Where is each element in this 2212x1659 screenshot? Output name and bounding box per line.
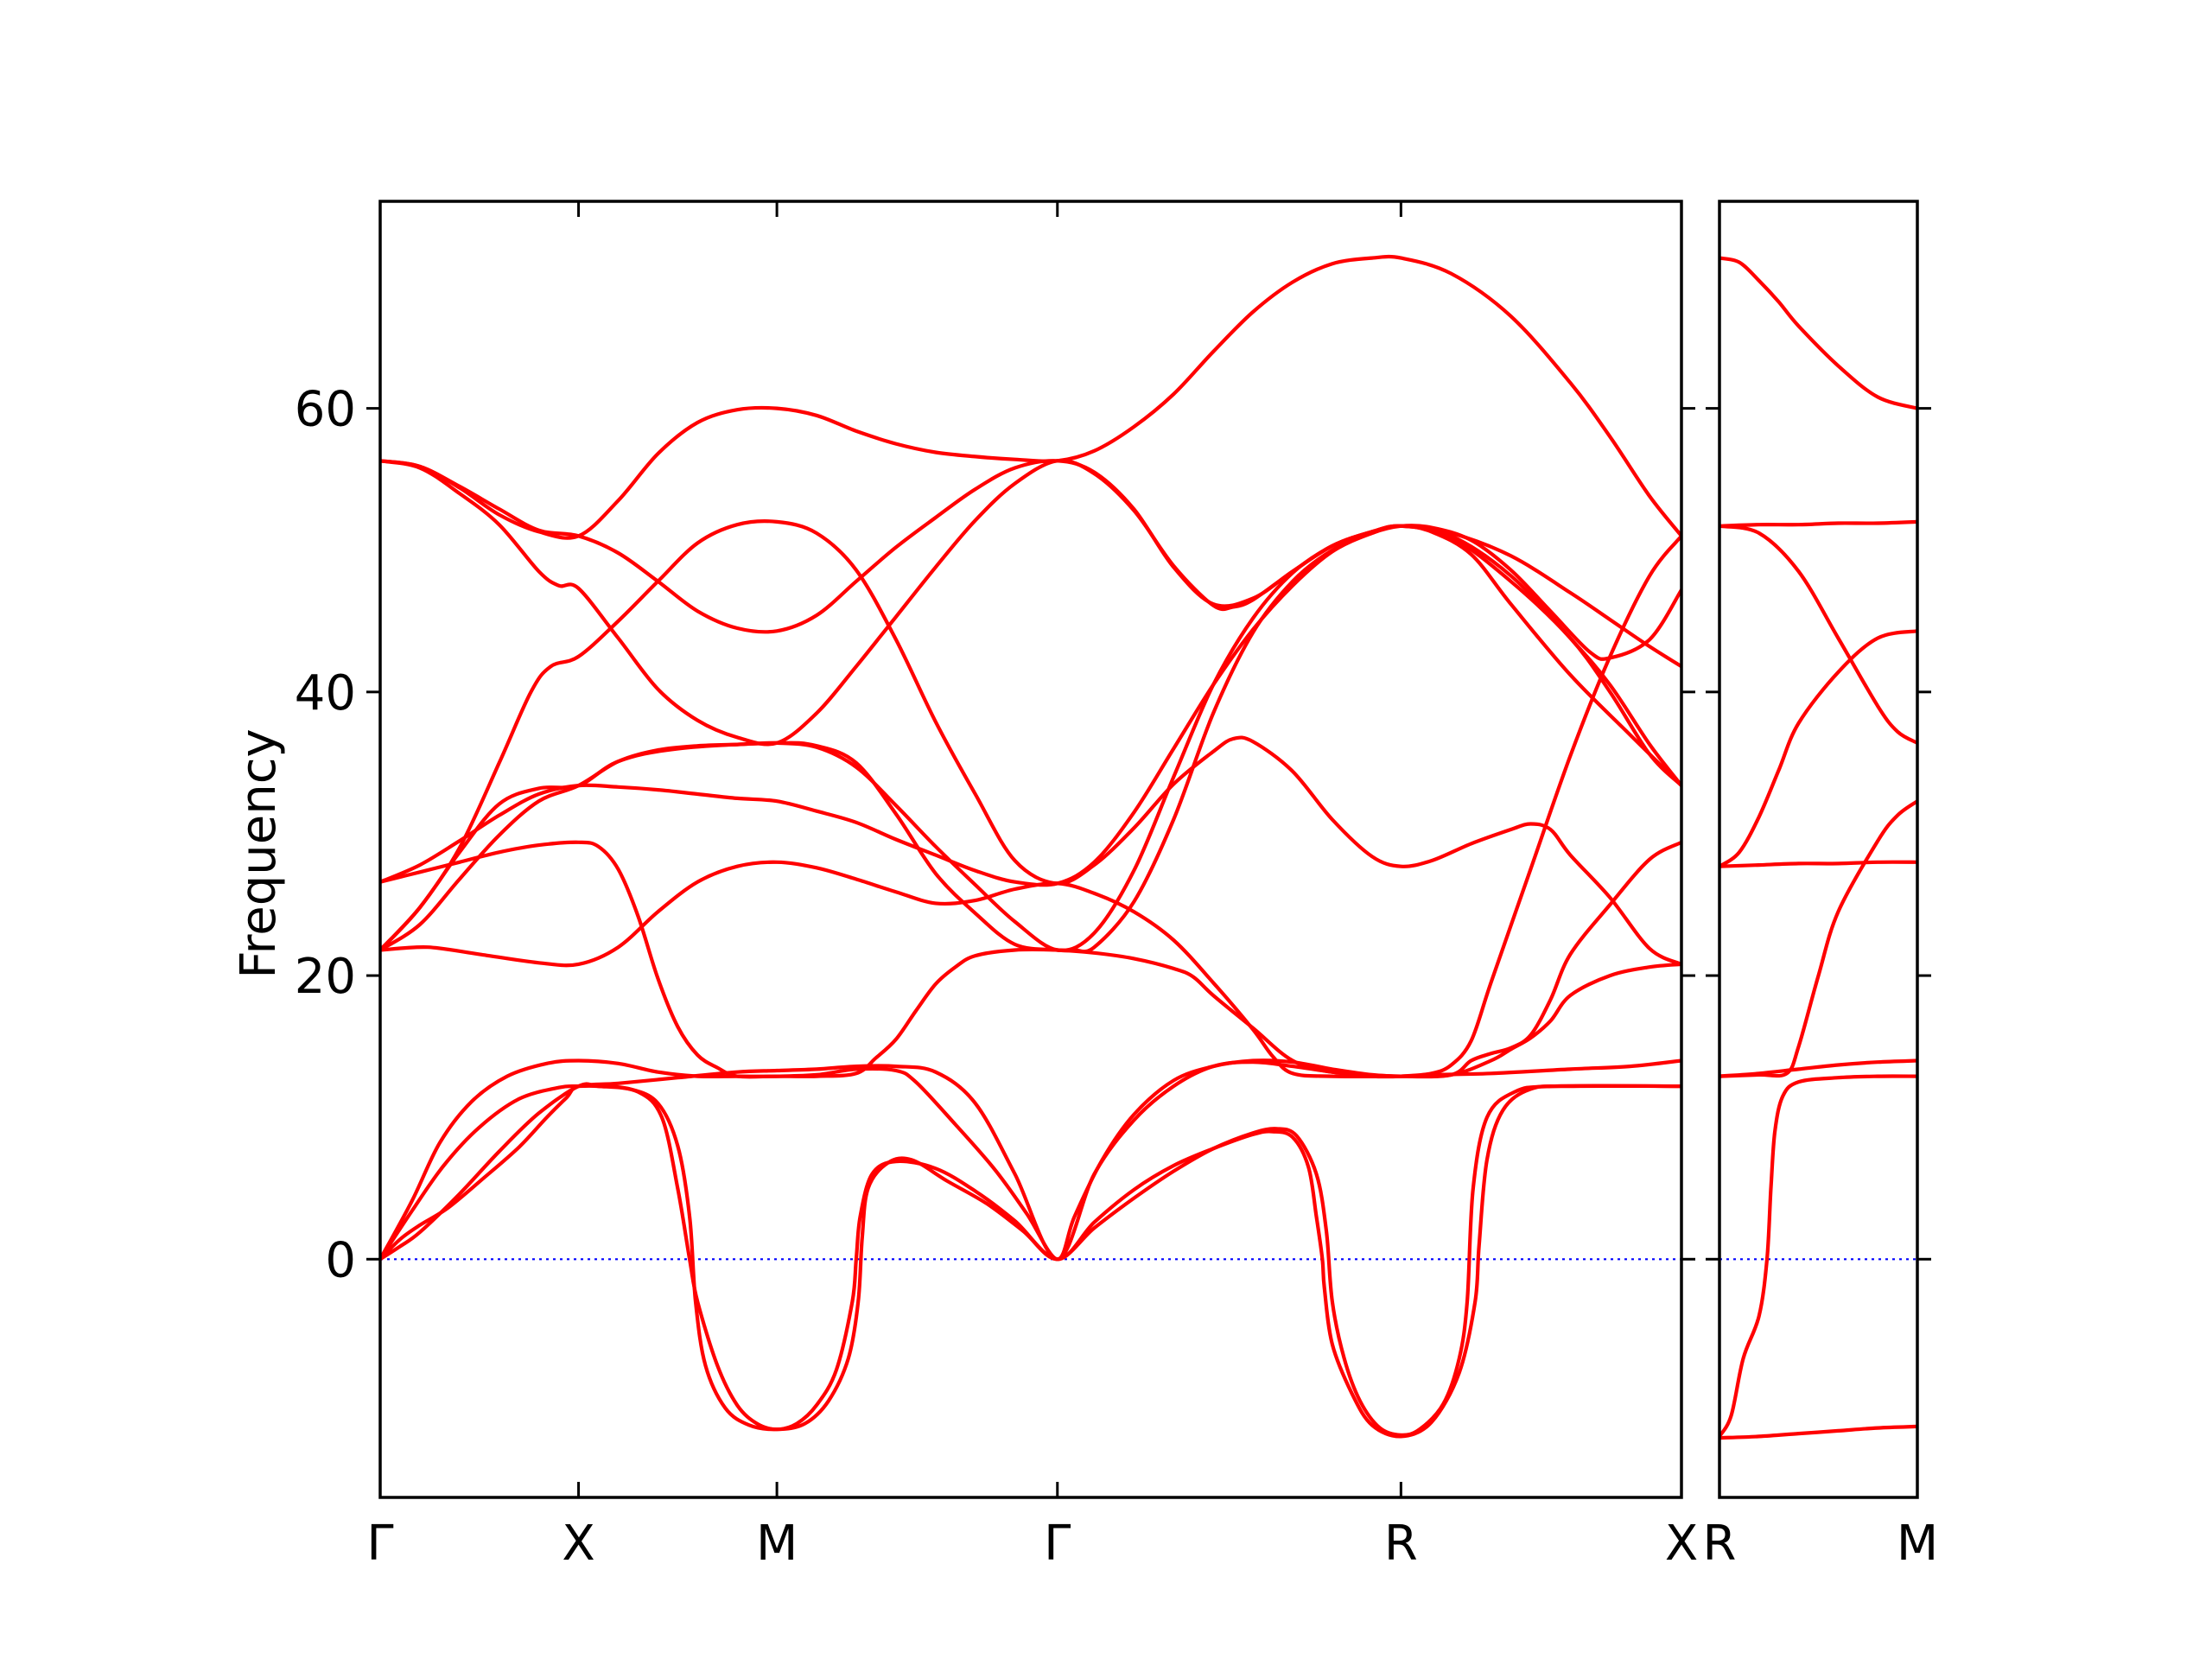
side-band-3 <box>1719 799 1917 1078</box>
main-xtick-label-6: X <box>1665 1516 1698 1572</box>
main-xtick-label-5: R <box>1384 1516 1418 1572</box>
main-xtick-label-1: Γ <box>366 1516 393 1572</box>
main-band-10 <box>380 459 1681 669</box>
side-band-8 <box>1719 519 1917 528</box>
main-band-12 <box>380 524 1681 954</box>
side-xtick-label-2: M <box>1897 1516 1938 1572</box>
main-band-11 <box>380 254 1681 540</box>
ytick-label-1: 0 <box>325 1232 356 1288</box>
side-bands <box>1719 256 1917 1440</box>
main-band-4 <box>380 860 1681 1079</box>
ytick-label-4: 60 <box>295 382 356 438</box>
side-xtick-label-1: R <box>1703 1516 1737 1572</box>
side-band-9 <box>1719 256 1917 410</box>
main-xtick-label-3: M <box>756 1516 798 1572</box>
main-band-3 <box>380 534 1681 1262</box>
side-band-1 <box>1719 1424 1917 1440</box>
side-frame <box>1718 200 1919 1499</box>
main-frame <box>378 200 1683 1499</box>
side-band-4 <box>1719 1058 1917 1078</box>
main-band-9 <box>380 458 1681 788</box>
main-band-6 <box>380 519 1681 966</box>
main-bands <box>380 254 1681 1439</box>
ytick-label-3: 40 <box>295 665 356 721</box>
main-band-7 <box>380 524 1681 887</box>
y-axis-label: Frequency <box>231 728 287 978</box>
side-band-7 <box>1719 524 1917 745</box>
ytick-label-2: 20 <box>295 949 356 1005</box>
main-band-13 <box>380 1082 1681 1439</box>
side-band-2 <box>1719 1074 1917 1439</box>
main-xtick-label-4: Γ <box>1044 1516 1071 1572</box>
main-band-5 <box>380 840 1681 1079</box>
main-panel: Γ X M Γ R X 0 20 40 60 <box>295 200 1698 1572</box>
main-xtick-label-2: X <box>562 1516 594 1572</box>
side-band-5 <box>1719 860 1917 868</box>
side-band-6 <box>1719 629 1917 868</box>
main-band-1 <box>380 1084 1681 1437</box>
